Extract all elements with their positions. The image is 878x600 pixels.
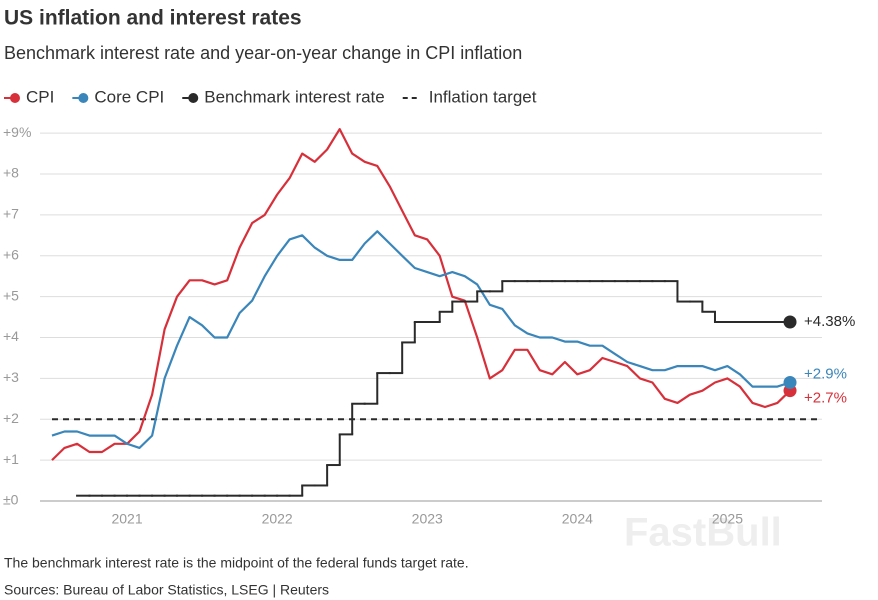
chart-subtitle: Benchmark interest rate and year-on-year… — [4, 43, 522, 63]
y-tick-label: +8 — [3, 165, 19, 181]
end-label: +4.38% — [804, 313, 855, 330]
y-tick-label: +2 — [3, 410, 19, 426]
legend-label: Inflation target — [429, 87, 537, 106]
series-line — [51, 128, 791, 461]
legend-swatch — [10, 93, 20, 103]
y-tick-label: +6 — [3, 246, 19, 262]
legend-label: Benchmark interest rate — [204, 87, 384, 106]
end-dot — [783, 315, 797, 329]
source: Sources: Bureau of Labor Statistics, LSE… — [4, 582, 329, 598]
legend-swatch — [78, 93, 89, 103]
end-dot — [783, 375, 797, 389]
end-label: +2.7% — [804, 390, 847, 407]
x-tick-label: 2024 — [562, 511, 593, 527]
legend-label: CPI — [26, 87, 54, 106]
y-tick-label: +3 — [3, 369, 19, 385]
watermark: FastBull — [624, 511, 782, 555]
y-tick-label: +4 — [3, 328, 19, 344]
legend-label: Core CPI — [94, 87, 164, 106]
x-tick-label: 2025 — [712, 511, 743, 527]
series-line — [51, 230, 791, 449]
footnote: The benchmark interest rate is the midpo… — [4, 555, 469, 571]
x-tick-label: 2022 — [262, 511, 293, 527]
end-label: +2.9% — [804, 365, 847, 382]
y-tick-label: +5 — [3, 287, 19, 303]
y-tick-label: +1 — [3, 451, 19, 467]
chart-title: US inflation and interest rates — [4, 7, 302, 30]
x-tick-label: 2023 — [412, 511, 443, 527]
legend-swatch — [188, 93, 199, 103]
y-tick-label: +7 — [3, 206, 19, 222]
x-tick-label: 2021 — [111, 511, 142, 527]
y-tick-label: +9% — [3, 124, 31, 140]
y-tick-label: ±0 — [3, 492, 19, 508]
